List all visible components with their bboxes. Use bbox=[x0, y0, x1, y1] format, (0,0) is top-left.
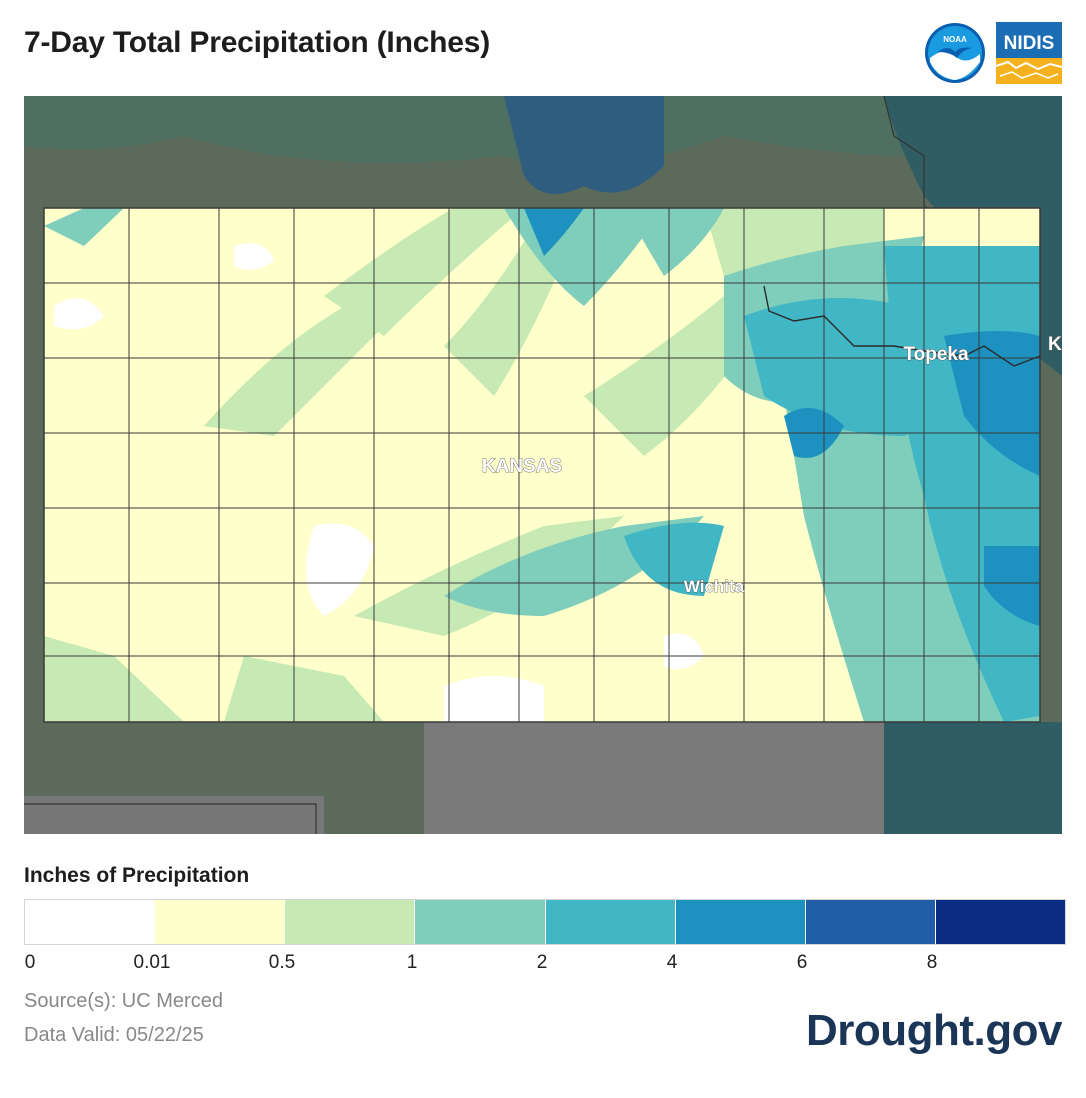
city-label-partial: K bbox=[1048, 334, 1062, 355]
legend-title: Inches of Precipitation bbox=[24, 864, 250, 887]
legend-tick-2: 0.5 bbox=[268, 952, 296, 973]
data-valid-text: Data Valid: 05/22/25 bbox=[24, 1024, 204, 1046]
state-border-sw bbox=[24, 803, 317, 834]
noaa-logo-text: NOAA bbox=[943, 35, 967, 44]
legend-swatch-2 bbox=[285, 900, 416, 944]
nidis-logo-text: NIDIS bbox=[1004, 33, 1055, 54]
legend-swatch-4 bbox=[545, 900, 676, 944]
legend-tick-6: 6 bbox=[796, 952, 808, 973]
county-grid bbox=[43, 207, 1041, 723]
map-canvas: KANSAS Topeka Wichita K bbox=[24, 96, 1062, 834]
noaa-logo[interactable]: NOAA bbox=[924, 22, 986, 84]
state-label: KANSAS bbox=[482, 456, 562, 477]
outside-south-dry bbox=[424, 722, 924, 834]
source-text: Source(s): UC Merced bbox=[24, 990, 223, 1012]
legend-swatch-1 bbox=[155, 900, 286, 944]
legend-color-bar bbox=[24, 899, 1066, 945]
legend-tick-7: 8 bbox=[926, 952, 938, 973]
city-label-wichita[interactable]: Wichita bbox=[683, 577, 745, 597]
legend-tick-1: 0.01 bbox=[133, 952, 171, 973]
legend-tick-0: 0 bbox=[24, 952, 36, 973]
river-boundary bbox=[763, 285, 1041, 367]
city-label-topeka[interactable]: Topeka bbox=[903, 344, 969, 366]
nidis-logo[interactable]: NIDIS bbox=[996, 22, 1062, 84]
legend-swatch-7 bbox=[935, 900, 1065, 944]
legend-swatch-6 bbox=[805, 900, 936, 944]
legend-swatch-0 bbox=[25, 900, 156, 944]
logo-group: NOAA NIDIS bbox=[924, 22, 1062, 84]
drought-gov-brand[interactable]: Drought.gov bbox=[805, 1006, 1063, 1055]
page-title: 7-Day Total Precipitation (Inches) bbox=[24, 26, 491, 59]
outside-sw-dry bbox=[24, 796, 324, 834]
precipitation-map[interactable]: KANSAS Topeka Wichita K bbox=[24, 96, 1062, 834]
legend-swatch-5 bbox=[675, 900, 806, 944]
legend-swatch-3 bbox=[415, 900, 546, 944]
legend-tick-3: 1 bbox=[406, 952, 418, 973]
outside-se-wet bbox=[884, 722, 1062, 834]
outside-north-wet bbox=[504, 96, 664, 194]
legend-tick-5: 4 bbox=[666, 952, 678, 973]
legend-tick-4: 2 bbox=[536, 952, 548, 973]
